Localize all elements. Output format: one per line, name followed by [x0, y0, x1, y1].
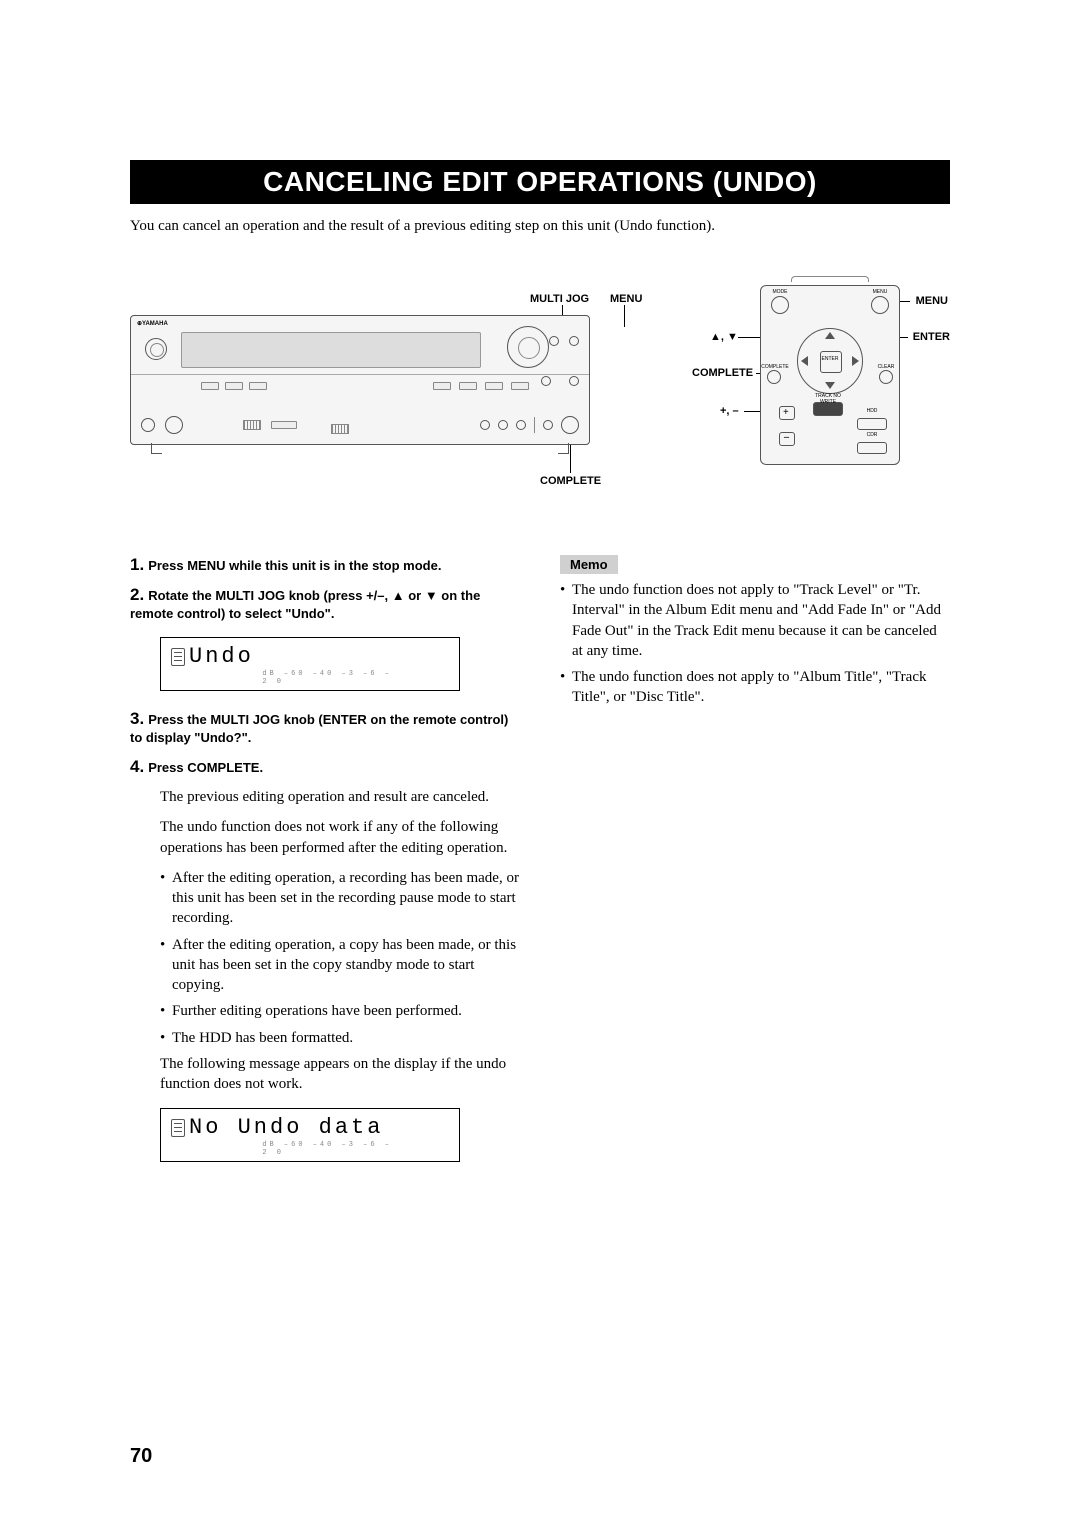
- callout-r-enter: ENTER: [913, 331, 950, 343]
- step-3: 3. Press the MULTI JOG knob (ENTER on th…: [130, 709, 520, 747]
- right-column: Memo The undo function does not apply to…: [560, 555, 950, 1180]
- after-p1: The previous editing operation and resul…: [160, 787, 520, 807]
- after-p2: The undo function does not work if any o…: [160, 817, 520, 858]
- list-icon: [171, 1119, 185, 1137]
- step-3-text: Press the MULTI JOG knob (ENTER on the r…: [130, 712, 508, 745]
- exception-2: After the editing operation, a copy has …: [160, 935, 520, 996]
- memo-1: The undo function does not apply to "Tra…: [560, 580, 950, 661]
- after-p3: The following message appears on the dis…: [160, 1054, 520, 1095]
- step-4: 4. Press COMPLETE.: [130, 757, 520, 777]
- multi-jog-knob: [507, 326, 549, 368]
- callout-r-complete: COMPLETE: [692, 367, 753, 379]
- lcd-no-undo: No Undo data dB –60 –40 –3 –6 –2 0: [160, 1108, 460, 1162]
- callout-r-menu: MENU: [916, 295, 948, 307]
- remote-diagram: MENU ENTER ▲, ▼ COMPLETE +, – MODE MENU …: [710, 275, 950, 475]
- device-body: ⊕YAMAHA: [130, 315, 590, 445]
- remote-body: MODE MENU ENTER COMPLETE CLEAR + – TRACK…: [760, 285, 900, 465]
- content-columns: 1. Press MENU while this unit is in the …: [130, 555, 950, 1180]
- memo-label: Memo: [560, 555, 618, 574]
- step-3-num: 3.: [130, 709, 144, 728]
- page-number: 70: [130, 1445, 152, 1468]
- step-2-num: 2.: [130, 585, 144, 604]
- step-2: 2. Rotate the MULTI JOG knob (press +/–,…: [130, 585, 520, 623]
- callout-r-plusminus: +, –: [720, 405, 739, 417]
- display-area: [181, 332, 481, 368]
- step-4-text: Press COMPLETE.: [148, 760, 263, 775]
- power-knob: [145, 338, 167, 360]
- step-4-num: 4.: [130, 757, 144, 776]
- callout-complete-bottom: COMPLETE: [540, 475, 601, 487]
- lcd-undo-text: Undo: [189, 644, 254, 669]
- lcd-undo-sub: dB –60 –40 –3 –6 –2 0: [262, 670, 393, 686]
- callout-menu: MENU: [610, 293, 642, 305]
- exception-4: The HDD has been formatted.: [160, 1028, 520, 1048]
- yamaha-logo: ⊕YAMAHA: [137, 320, 168, 327]
- page-title: CANCELING EDIT OPERATIONS (UNDO): [130, 160, 950, 204]
- step-1: 1. Press MENU while this unit is in the …: [130, 555, 520, 575]
- exception-3: Further editing operations have been per…: [160, 1001, 520, 1021]
- step-1-num: 1.: [130, 555, 144, 574]
- device-diagram: MULTI JOG MENU COMPLETE ⊕YAMAHA: [130, 275, 630, 445]
- memo-2: The undo function does not apply to "Alb…: [560, 667, 950, 708]
- lcd-undo: Undo dB –60 –40 –3 –6 –2 0: [160, 637, 460, 691]
- top-buttons: [549, 336, 579, 346]
- intro-text: You can cancel an operation and the resu…: [130, 218, 950, 235]
- exceptions-list: After the editing operation, a recording…: [160, 868, 520, 1048]
- lcd-no-undo-sub: dB –60 –40 –3 –6 –2 0: [262, 1141, 393, 1157]
- memo-list: The undo function does not apply to "Tra…: [560, 580, 950, 708]
- step-2-text: Rotate the MULTI JOG knob (press +/–, ▲ …: [130, 588, 480, 621]
- callout-r-updown: ▲, ▼: [710, 331, 738, 343]
- step-1-text: Press MENU while this unit is in the sto…: [148, 558, 441, 573]
- lcd-no-undo-text: No Undo data: [189, 1115, 383, 1140]
- exception-1: After the editing operation, a recording…: [160, 868, 520, 929]
- left-column: 1. Press MENU while this unit is in the …: [130, 555, 520, 1180]
- callout-multijog: MULTI JOG: [530, 293, 589, 305]
- list-icon: [171, 648, 185, 666]
- diagrams-row: MULTI JOG MENU COMPLETE ⊕YAMAHA: [130, 275, 950, 495]
